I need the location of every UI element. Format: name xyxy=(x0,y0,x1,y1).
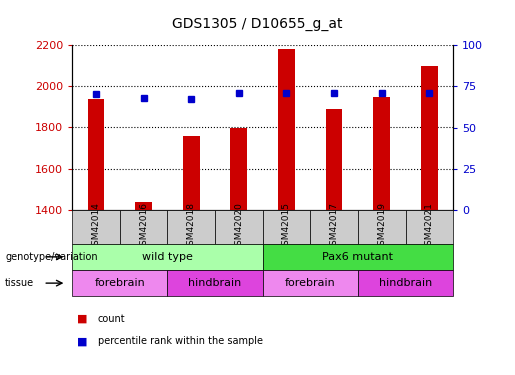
Bar xyxy=(310,210,358,244)
Text: genotype/variation: genotype/variation xyxy=(5,252,98,262)
Text: forebrain: forebrain xyxy=(285,278,336,288)
Bar xyxy=(72,244,263,270)
Bar xyxy=(263,270,358,296)
Text: tissue: tissue xyxy=(5,278,35,288)
Text: GSM42020: GSM42020 xyxy=(234,202,243,251)
Text: ■: ■ xyxy=(77,336,88,346)
Text: ■: ■ xyxy=(77,314,88,324)
Bar xyxy=(278,49,295,210)
Bar xyxy=(421,66,438,210)
Text: GSM42019: GSM42019 xyxy=(377,202,386,251)
Text: GSM42016: GSM42016 xyxy=(139,202,148,251)
Bar xyxy=(183,136,199,210)
Text: GSM42014: GSM42014 xyxy=(92,202,100,251)
Text: GSM42018: GSM42018 xyxy=(187,202,196,251)
Bar xyxy=(167,210,215,244)
Bar xyxy=(119,210,167,244)
Bar xyxy=(72,270,167,296)
Text: GSM42021: GSM42021 xyxy=(425,202,434,251)
Text: wild type: wild type xyxy=(142,252,193,262)
Text: forebrain: forebrain xyxy=(94,278,145,288)
Bar xyxy=(263,244,453,270)
Text: hindbrain: hindbrain xyxy=(379,278,432,288)
Bar xyxy=(263,210,310,244)
Bar xyxy=(135,202,152,210)
Bar xyxy=(215,210,263,244)
Bar xyxy=(72,210,119,244)
Bar xyxy=(231,128,247,210)
Bar xyxy=(167,270,263,296)
Text: hindbrain: hindbrain xyxy=(188,278,242,288)
Bar xyxy=(326,109,342,210)
Bar xyxy=(358,210,405,244)
Bar xyxy=(88,99,104,210)
Text: GDS1305 / D10655_g_at: GDS1305 / D10655_g_at xyxy=(172,17,343,32)
Text: count: count xyxy=(98,314,126,324)
Bar xyxy=(358,270,453,296)
Text: percentile rank within the sample: percentile rank within the sample xyxy=(98,336,263,346)
Text: GSM42017: GSM42017 xyxy=(330,202,338,251)
Text: GSM42015: GSM42015 xyxy=(282,202,291,251)
Bar xyxy=(373,97,390,210)
Text: Pax6 mutant: Pax6 mutant xyxy=(322,252,393,262)
Bar xyxy=(405,210,453,244)
